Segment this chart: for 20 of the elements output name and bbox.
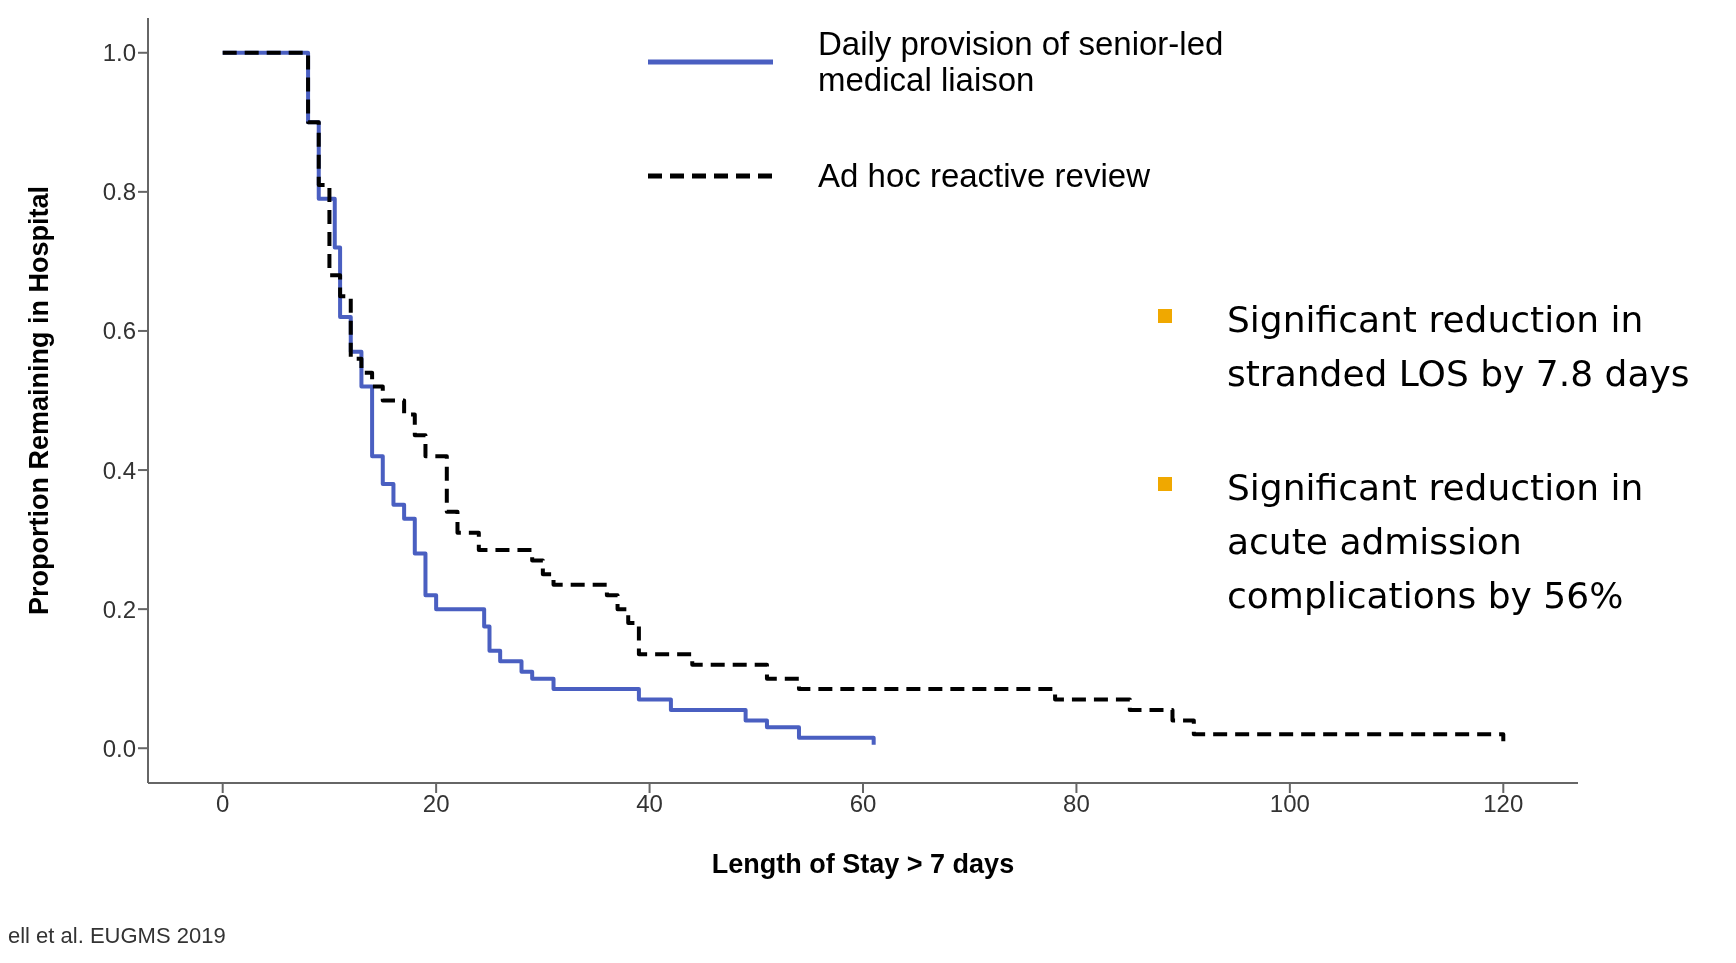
y-tick-label: 0.8 [102,178,136,206]
y-tick-label: 0.4 [102,456,136,484]
x-tick-label: 0 [216,790,230,818]
x-axis-title: Length of Stay > 7 days [711,849,1015,879]
y-tick-label: 0.0 [102,734,136,762]
legend-label: Daily provision of senior-led medical liaison [818,25,1225,98]
x-tick-label: 20 [422,790,450,818]
y-tick-label: 0.2 [102,595,136,623]
legend-label: Ad hoc reactive review [818,157,1151,194]
x-tick-label: 40 [636,790,663,818]
annotation: Significant reduction in stranded LOS by 7.8 days [1227,298,1691,396]
text: ell et al. EUGMS 2019 [8,923,226,949]
x-tick-label: 120 [1483,790,1524,818]
x-tick-label: 80 [1063,790,1090,818]
x-tick-label: 100 [1269,790,1310,818]
y-axis-title: Proportion Remaining in Hospital [23,185,54,616]
annotation: Significant reduction in acute admission complications by 56% [1227,466,1645,618]
y-tick-label: 0.6 [102,317,136,345]
x-tick-label: 60 [849,790,877,818]
y-tick-label: 1.0 [102,39,136,67]
